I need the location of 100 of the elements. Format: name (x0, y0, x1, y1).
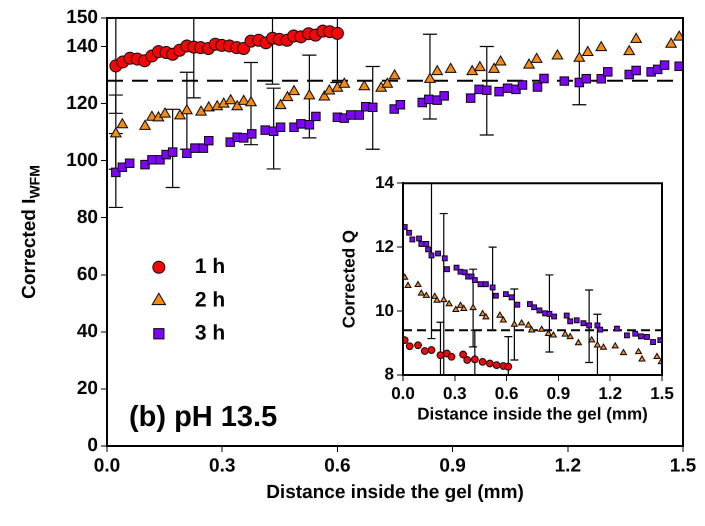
point (182, 148, 192, 158)
point (247, 129, 257, 139)
point (594, 322, 600, 328)
point (431, 292, 438, 299)
point (442, 255, 448, 262)
point (435, 250, 441, 256)
point (494, 55, 506, 66)
y-tick-label: 150 (66, 7, 98, 28)
point (574, 52, 586, 62)
point (638, 333, 644, 340)
point (644, 334, 650, 340)
point (562, 330, 569, 337)
point (482, 85, 492, 95)
point (620, 349, 627, 356)
point (470, 304, 477, 310)
point (486, 360, 494, 368)
y-tick-label: 14 (375, 172, 395, 192)
point (382, 78, 394, 88)
x-tick-label: 0.6 (494, 384, 518, 403)
point (288, 85, 300, 96)
point (198, 143, 208, 153)
point (460, 304, 468, 312)
point (539, 74, 549, 84)
point (414, 341, 422, 350)
point (631, 66, 641, 76)
legend-label: 1 h (194, 255, 226, 278)
point (324, 84, 336, 95)
point (490, 284, 496, 290)
y-tick-label: 20 (76, 378, 98, 400)
point (580, 320, 586, 326)
point (524, 322, 532, 328)
point (588, 336, 596, 342)
point (479, 310, 486, 316)
point (614, 326, 620, 332)
point (422, 292, 430, 298)
point (224, 94, 236, 104)
point (416, 236, 422, 242)
point (494, 86, 504, 96)
x-axis-title: Distance inside the gel (mm) (266, 482, 524, 503)
point (168, 147, 178, 157)
point (332, 82, 344, 92)
y-tick-label: 10 (375, 300, 394, 320)
point (448, 352, 456, 361)
y-tick-label: 140 (66, 36, 98, 57)
point (311, 112, 321, 122)
point (638, 355, 646, 362)
point (478, 358, 486, 366)
point (424, 94, 434, 104)
y-axis-title: Corrected Q (340, 230, 359, 328)
point (528, 326, 536, 332)
point (446, 300, 453, 306)
point (574, 339, 582, 346)
point (492, 292, 499, 299)
point (660, 60, 670, 70)
point (518, 80, 528, 90)
point (418, 290, 425, 296)
point (159, 108, 171, 118)
point (581, 74, 591, 84)
point (260, 125, 270, 135)
point (276, 122, 286, 132)
point (434, 296, 440, 303)
point (346, 110, 356, 120)
point (428, 252, 434, 258)
point (654, 352, 660, 359)
point (304, 120, 314, 130)
point (602, 67, 612, 77)
point (237, 42, 250, 56)
point (388, 69, 400, 80)
point (338, 78, 350, 88)
x-tick-label: 1.5 (650, 384, 674, 403)
point (536, 308, 542, 314)
point (296, 119, 306, 129)
point (218, 98, 230, 108)
point (139, 120, 151, 130)
point (538, 326, 546, 332)
point (330, 26, 344, 40)
point (630, 32, 642, 43)
point (152, 111, 164, 122)
y-tick-label: 80 (76, 206, 98, 228)
y-tick-label: 120 (66, 92, 98, 114)
point (231, 100, 243, 110)
point (560, 76, 570, 86)
y-tick-label: 0 (87, 435, 98, 456)
x-tick-label: 1.5 (670, 456, 697, 477)
point (470, 355, 479, 364)
x-tick-label: 0.3 (442, 384, 467, 403)
point (124, 158, 134, 168)
legend-label: 2 h (194, 288, 226, 312)
point (472, 277, 478, 283)
point (527, 301, 533, 307)
point (463, 356, 472, 364)
point (582, 46, 594, 56)
point (531, 52, 542, 63)
y-axis-title: Corrected IWFM (19, 165, 43, 299)
point (466, 93, 476, 103)
point (488, 62, 500, 73)
point (612, 342, 619, 348)
annotation: (b) pH 13.5 (129, 401, 278, 433)
point (425, 246, 431, 252)
point (492, 361, 500, 369)
